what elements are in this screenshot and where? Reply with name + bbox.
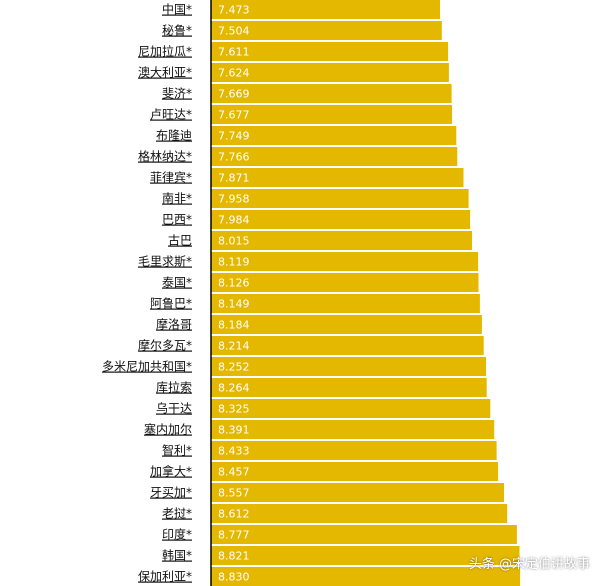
value-label: 8.391 [218,424,250,437]
category-label: 布隆迪 [156,128,192,143]
category-label: 格林纳达* [138,149,192,164]
value-label: 7.504 [218,25,250,38]
bar [211,462,499,481]
value-label: 7.624 [218,67,250,80]
category-label: 卢旺达* [150,107,192,122]
bar [211,441,497,460]
value-label: 8.149 [218,298,250,311]
value-label: 8.184 [218,319,250,332]
category-label: 印度* [162,527,192,542]
bar [211,546,520,565]
value-label: 8.126 [218,277,250,290]
value-label: 7.611 [218,46,250,59]
bar [211,105,452,124]
bar [211,231,472,250]
value-label: 7.473 [218,4,250,17]
category-label: 摩洛哥 [156,317,192,332]
bar [211,252,479,271]
value-label: 8.821 [218,550,250,563]
bar [211,126,457,145]
value-label: 8.557 [218,487,250,500]
value-label: 7.984 [218,214,250,227]
bar [211,210,471,229]
bar [211,63,449,82]
category-label: 古巴 [168,233,192,248]
bar [211,0,440,19]
bar [211,42,449,61]
value-label: 7.677 [218,109,250,122]
category-label: 塞内加尔 [144,422,192,437]
category-label: 乌干达 [156,401,192,416]
category-label: 澳大利亚* [138,66,192,80]
value-label: 8.457 [218,466,250,479]
value-label: 7.669 [218,88,250,101]
bar [211,420,495,439]
value-label: 8.252 [218,361,250,374]
category-label: 老挝* [162,507,192,521]
bar [211,567,521,586]
value-label: 8.119 [218,256,250,269]
bar [211,189,469,208]
bar [211,315,482,334]
category-label: 菲律宾* [150,170,192,185]
watermark: 头条 @宋定伯讲故事 [468,557,590,572]
category-label: 阿鲁巴* [150,297,192,311]
value-label: 7.871 [218,172,250,185]
bar [211,357,486,376]
bar [211,168,464,187]
value-label: 7.749 [218,130,250,143]
bar [211,525,517,544]
bar [211,399,491,418]
value-label: 8.015 [218,235,250,248]
category-label: 摩尔多瓦* [138,338,192,353]
category-label: 库拉索 [156,380,192,395]
category-label: 智利* [162,443,192,458]
bar [211,84,452,103]
category-label: 加拿大* [150,464,192,479]
value-label: 8.777 [218,529,250,542]
category-label: 尼加拉瓜* [138,44,192,59]
category-label: 毛里求斯* [138,255,192,269]
category-label: 牙买加* [150,486,192,500]
category-label: 泰国* [162,276,192,290]
bar [211,378,487,397]
value-label: 8.214 [218,340,250,353]
bar [211,147,458,166]
value-label: 8.830 [218,571,250,584]
value-label: 8.325 [218,403,250,416]
category-label: 多米尼加共和国* [102,360,192,374]
value-label: 8.612 [218,508,250,521]
value-label: 8.264 [218,382,250,395]
bar [211,294,480,313]
category-label: 巴西* [162,213,192,227]
category-label: 秘鲁* [162,24,192,38]
bar [211,483,504,502]
category-label: 南非* [162,191,192,206]
category-label: 中国* [162,2,192,17]
value-label: 7.958 [218,193,250,206]
bar [211,21,442,40]
value-label: 8.433 [218,445,250,458]
bar [211,336,484,355]
bar [211,273,479,292]
category-label: 斐济* [162,86,192,101]
category-label: 韩国* [162,548,192,563]
category-label: 保加利亚* [138,570,192,584]
value-label: 7.766 [218,151,250,164]
bar [211,504,508,523]
